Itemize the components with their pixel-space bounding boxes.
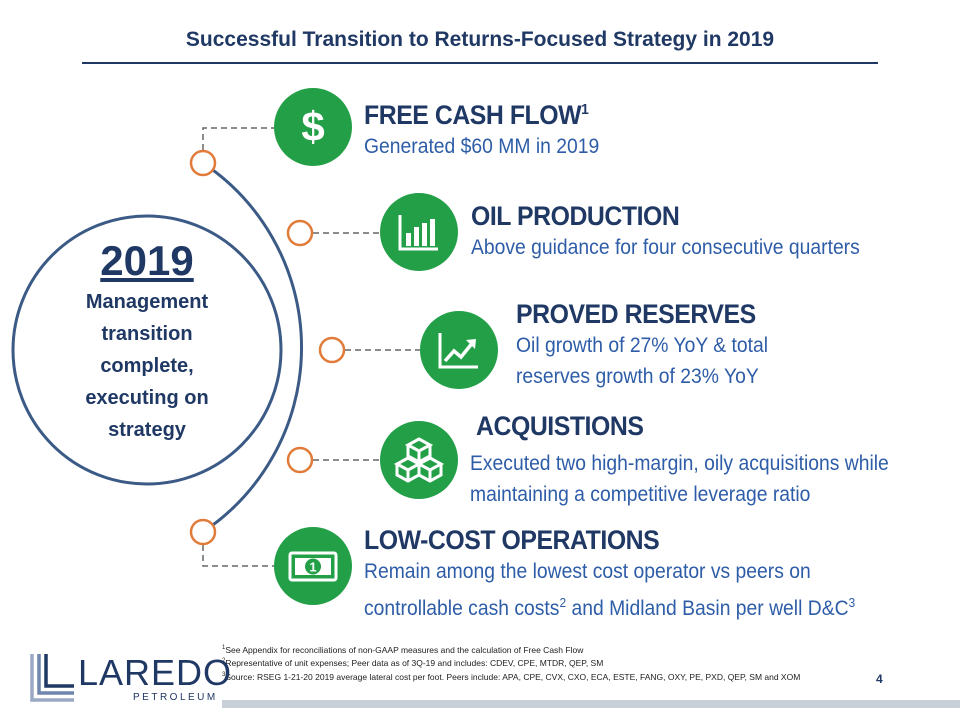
item-free-cash-flow: FREE CASH FLOW1 Generated $60 MM in 2019 bbox=[364, 94, 620, 162]
item-description: Above guidance for four consecutive quar… bbox=[471, 236, 860, 259]
item-title: FREE CASH FLOW1 bbox=[364, 100, 589, 130]
item-description: Remain among the lowest cost operator vs… bbox=[364, 560, 811, 583]
item-acquisitions: ACQUISTIONS bbox=[476, 410, 658, 442]
node-acquisitions bbox=[286, 446, 314, 474]
logo-mark-icon bbox=[30, 654, 74, 702]
logo-wordmark: LAREDO bbox=[78, 652, 233, 693]
item-acquisitions-description: Executed two high-margin, oily acquisiti… bbox=[470, 448, 925, 510]
timeline-arc bbox=[202, 161, 304, 534]
item-description: Oil growth of 27% YoY & total bbox=[516, 334, 769, 357]
footnote-2: 2Representative of unit expenses; Peer d… bbox=[222, 658, 604, 669]
item-low-cost-operations: LOW-COST OPERATIONS Remain among the low… bbox=[364, 524, 898, 624]
node-low-cost bbox=[189, 518, 217, 546]
logo-subtitle: PETROLEUM bbox=[133, 692, 218, 703]
dollar-icon: $ bbox=[274, 88, 352, 166]
item-title: PROVED RESERVES bbox=[516, 299, 756, 329]
node-proved-reserves bbox=[318, 336, 346, 364]
item-description: controllable cash costs2 and Midland Bas… bbox=[364, 595, 856, 620]
node-free-cash-flow bbox=[189, 149, 217, 177]
footnote-3: 3Source: RSEG 1-21-20 2019 average later… bbox=[222, 671, 801, 682]
footnotes: 1See Appendix for reconciliations of non… bbox=[222, 643, 882, 683]
svg-text:$: $ bbox=[301, 103, 324, 150]
center-circle bbox=[11, 214, 283, 486]
page-title: Successful Transition to Returns-Focused… bbox=[185, 28, 775, 51]
item-title: OIL PRODUCTION bbox=[471, 201, 680, 231]
center-year: 2019 bbox=[100, 237, 194, 284]
cubes-icon bbox=[380, 421, 458, 499]
center-description: Management transition complete, executin… bbox=[85, 291, 209, 441]
center-label: 2019 Management transition complete, exe… bbox=[62, 236, 232, 446]
connector-free-cash-flow bbox=[202, 127, 276, 150]
item-proved-reserves: PROVED RESERVES Oil growth of 27% YoY & … bbox=[516, 298, 790, 392]
item-description: reserves growth of 23% YoY bbox=[516, 365, 759, 388]
connector-low-cost bbox=[202, 545, 276, 567]
banknote-icon: 1 bbox=[274, 527, 352, 605]
footer-bar bbox=[222, 700, 960, 708]
item-description: Generated $60 MM in 2019 bbox=[364, 135, 600, 158]
bar-chart-icon bbox=[380, 193, 458, 271]
item-description: maintaining a competitive leverage ratio bbox=[470, 483, 811, 506]
page-number: 4 bbox=[876, 672, 883, 686]
footnote-1: 1See Appendix for reconciliations of non… bbox=[222, 644, 584, 655]
item-title: ACQUISTIONS bbox=[476, 411, 644, 441]
node-oil-production bbox=[286, 219, 314, 247]
item-oil-production: OIL PRODUCTION Above guidance for four c… bbox=[471, 200, 894, 263]
item-description: Executed two high-margin, oily acquisiti… bbox=[470, 452, 889, 475]
trend-up-icon bbox=[420, 311, 498, 389]
svg-text:1: 1 bbox=[309, 560, 316, 575]
title-divider bbox=[82, 62, 878, 64]
item-title: LOW-COST OPERATIONS bbox=[364, 525, 660, 555]
